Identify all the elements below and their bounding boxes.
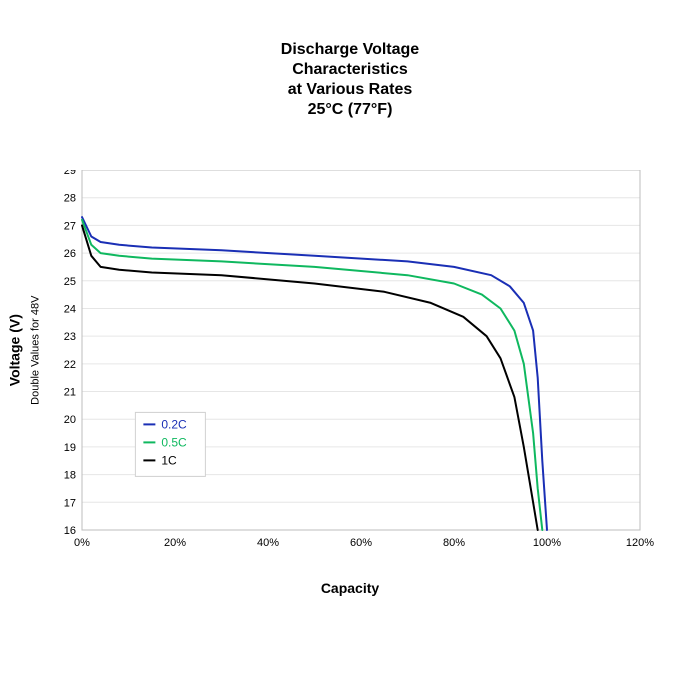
y-tick-label: 24 — [64, 303, 76, 315]
chart-title: Discharge Voltage Characteristics at Var… — [0, 40, 700, 120]
title-line-2: Characteristics — [0, 60, 700, 80]
x-tick-label: 80% — [443, 537, 465, 549]
y-tick-label: 23 — [64, 331, 76, 343]
x-tick-label: 0% — [74, 537, 90, 549]
x-tick-label: 120% — [626, 537, 654, 549]
y-tick-label: 22 — [64, 359, 76, 371]
x-tick-label: 40% — [257, 537, 279, 549]
y-axis-label: Voltage (V) — [7, 314, 23, 386]
y-axis-sublabel: Double Values for 48V — [30, 295, 42, 404]
y-tick-label: 25 — [64, 276, 76, 288]
y-tick-label: 28 — [64, 193, 76, 205]
chart-svg: 16 17 18 19 20 21 22 23 24 25 26 27 28 29 0% 20% 40% 60% 8… — [50, 170, 660, 560]
series-0.2C — [82, 217, 547, 530]
chart-area: 16 17 18 19 20 21 22 23 24 25 26 27 28 29 0% 20% 40% 60% 8… — [50, 170, 660, 560]
x-axis-label: Capacity — [0, 580, 700, 596]
x-tick-label: 20% — [164, 537, 186, 549]
y-tick-label: 26 — [64, 248, 76, 260]
y-axis-label-wrap: Voltage (V) Double Values for 48V — [10, 170, 40, 530]
y-tick-label: 18 — [64, 470, 76, 482]
y-tick-label: 27 — [64, 220, 76, 232]
y-tick-label: 16 — [64, 525, 76, 537]
title-line-1: Discharge Voltage — [0, 40, 700, 60]
y-tick-label: 21 — [64, 387, 76, 399]
x-tick-label: 60% — [350, 537, 372, 549]
legend-label: 1C — [161, 453, 177, 467]
legend-label: 0.2C — [161, 417, 187, 431]
series-0.5C — [82, 220, 542, 530]
y-tick-label: 19 — [64, 442, 76, 454]
y-tick-label: 20 — [64, 414, 76, 426]
title-line-3: at Various Rates — [0, 80, 700, 100]
title-line-4: 25°C (77°F) — [0, 100, 700, 120]
y-tick-label: 17 — [64, 497, 76, 509]
legend-label: 0.5C — [161, 435, 187, 449]
x-tick-label: 100% — [533, 537, 561, 549]
page: Discharge Voltage Characteristics at Var… — [0, 0, 700, 700]
y-tick-label: 29 — [64, 170, 76, 177]
